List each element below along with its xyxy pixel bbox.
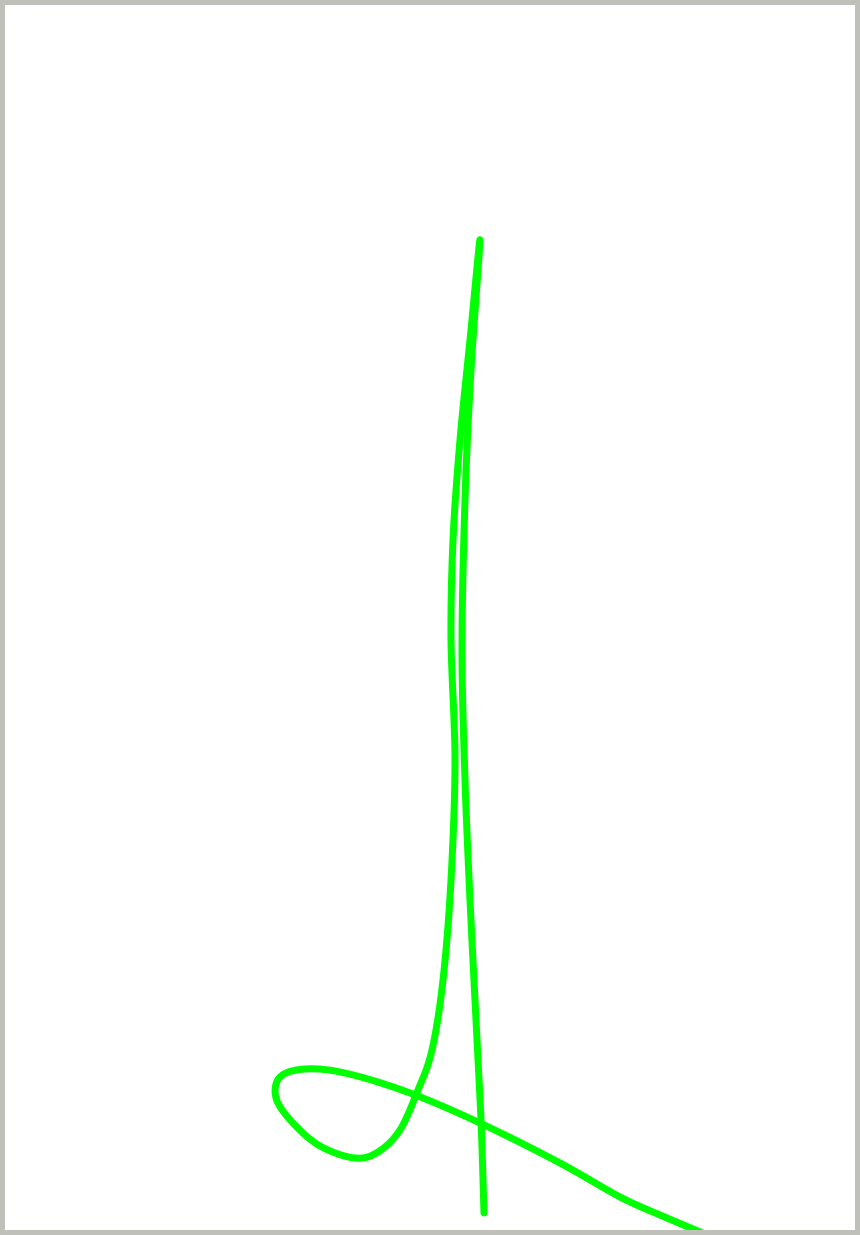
freehand-stroke	[271, 236, 705, 1230]
